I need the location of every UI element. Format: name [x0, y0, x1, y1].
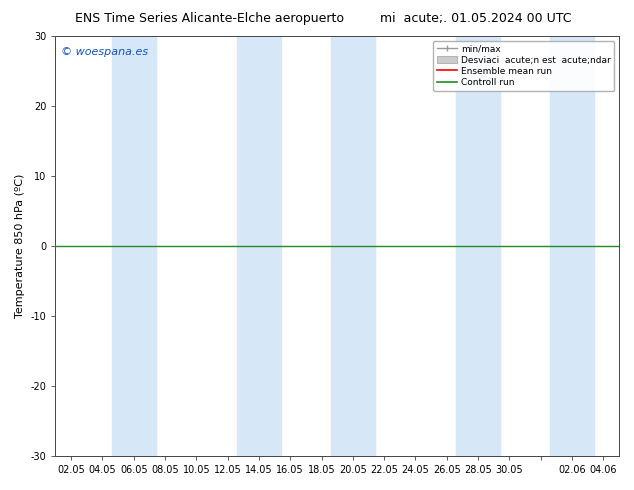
Text: mi  acute;. 01.05.2024 00 UTC: mi acute;. 01.05.2024 00 UTC — [380, 12, 571, 25]
Bar — [456, 36, 500, 456]
Bar — [112, 36, 155, 456]
Bar — [237, 36, 281, 456]
Text: © woespana.es: © woespana.es — [61, 47, 148, 57]
Y-axis label: Temperature 850 hPa (ºC): Temperature 850 hPa (ºC) — [15, 174, 25, 318]
Text: ENS Time Series Alicante-Elche aeropuerto: ENS Time Series Alicante-Elche aeropuert… — [75, 12, 344, 25]
Legend: min/max, Desviaci  acute;n est  acute;ndar, Ensemble mean run, Controll run: min/max, Desviaci acute;n est acute;ndar… — [433, 41, 614, 91]
Bar — [550, 36, 594, 456]
Bar — [331, 36, 375, 456]
